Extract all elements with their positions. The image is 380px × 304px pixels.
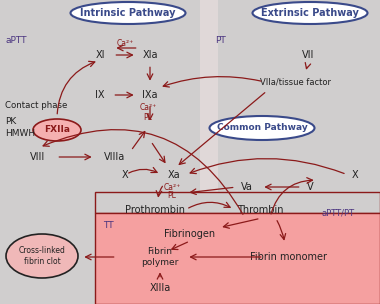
Text: aPTT/PT: aPTT/PT xyxy=(322,208,355,217)
Text: TT: TT xyxy=(103,221,114,230)
Text: Contact phase: Contact phase xyxy=(5,101,67,109)
Text: IXa: IXa xyxy=(142,90,158,100)
Text: Common Pathway: Common Pathway xyxy=(217,123,307,133)
Text: Intrinsic Pathway: Intrinsic Pathway xyxy=(80,8,176,18)
Text: PL: PL xyxy=(168,192,176,201)
Text: FXIIa: FXIIa xyxy=(44,126,70,134)
Bar xyxy=(0,0,380,213)
Text: Va: Va xyxy=(241,182,253,192)
Text: Thrombin: Thrombin xyxy=(237,205,283,215)
Ellipse shape xyxy=(71,2,185,24)
Bar xyxy=(95,213,380,304)
Ellipse shape xyxy=(209,116,315,140)
Text: Ca²⁺: Ca²⁺ xyxy=(116,40,134,49)
Text: HMWH: HMWH xyxy=(5,130,35,139)
Text: VII: VII xyxy=(302,50,314,60)
Text: Prothrombin: Prothrombin xyxy=(125,205,185,215)
Text: Cross-linked
fibrin clot: Cross-linked fibrin clot xyxy=(19,246,65,266)
Text: IX: IX xyxy=(95,90,105,100)
Text: VIIIa: VIIIa xyxy=(105,152,126,162)
Bar xyxy=(200,0,218,213)
Ellipse shape xyxy=(6,234,78,278)
Ellipse shape xyxy=(252,2,367,24)
Bar xyxy=(95,192,380,213)
Text: X: X xyxy=(122,170,128,180)
Text: aPTT: aPTT xyxy=(5,36,27,45)
Text: XI: XI xyxy=(95,50,105,60)
Text: Xa: Xa xyxy=(168,170,180,180)
Text: X: X xyxy=(352,170,358,180)
Text: V: V xyxy=(307,182,314,192)
Text: Fibrin monomer: Fibrin monomer xyxy=(250,252,326,262)
Text: VIII: VIII xyxy=(30,152,46,162)
Text: PL: PL xyxy=(144,113,152,123)
Text: VIIa/tissue factor: VIIa/tissue factor xyxy=(260,78,331,87)
Text: XIIIa: XIIIa xyxy=(149,283,171,293)
Text: Fibrin
polymer: Fibrin polymer xyxy=(141,247,179,267)
Text: Fibrinogen: Fibrinogen xyxy=(165,229,215,239)
Text: PK: PK xyxy=(5,118,16,126)
Text: Extrinsic Pathway: Extrinsic Pathway xyxy=(261,8,359,18)
Text: Ca²⁺: Ca²⁺ xyxy=(163,182,180,192)
Text: XIa: XIa xyxy=(142,50,158,60)
Text: PT: PT xyxy=(215,36,226,45)
Text: Ca²⁺: Ca²⁺ xyxy=(139,103,157,112)
Ellipse shape xyxy=(33,119,81,141)
